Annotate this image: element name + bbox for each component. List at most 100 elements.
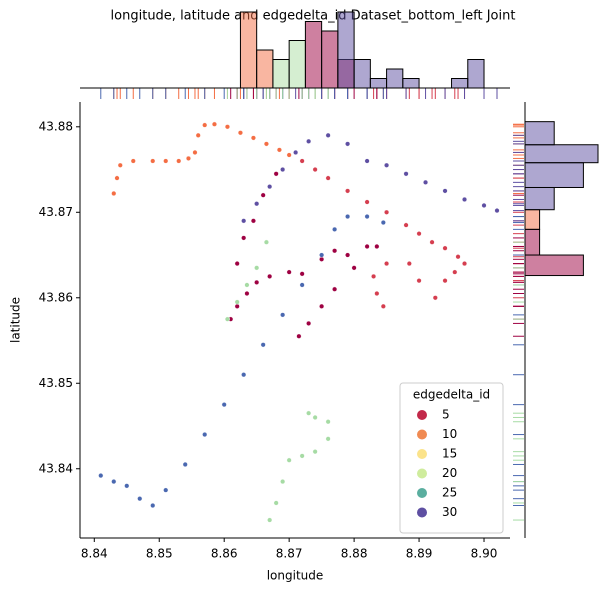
point	[429, 239, 435, 245]
hist-bar	[304, 21, 323, 89]
y-axis-label: latitude	[9, 297, 23, 343]
point	[280, 312, 286, 318]
point	[176, 158, 182, 164]
legend-title: edgedelta_id	[413, 388, 490, 402]
point	[312, 414, 318, 420]
point	[276, 147, 282, 153]
y-tick-label: 43.84	[39, 461, 73, 475]
point	[299, 158, 305, 164]
point	[263, 239, 269, 245]
point	[286, 269, 292, 275]
point	[124, 483, 130, 489]
hist-bar	[353, 59, 371, 89]
point	[306, 410, 312, 416]
y-tick-label: 43.88	[39, 119, 73, 133]
point	[286, 152, 292, 158]
point	[364, 214, 370, 220]
hist-bar	[524, 144, 599, 164]
point	[263, 141, 269, 147]
hist-bar	[524, 121, 555, 146]
point	[299, 271, 305, 277]
legend-label: 15	[442, 447, 457, 461]
point	[244, 282, 250, 288]
legend-marker	[417, 410, 427, 420]
point	[163, 158, 169, 164]
point	[260, 192, 266, 198]
point	[319, 252, 325, 258]
hist-bar	[524, 162, 584, 188]
legend-marker	[417, 429, 427, 440]
legend-marker	[417, 488, 427, 498]
legend-marker	[417, 468, 427, 479]
point	[494, 208, 500, 214]
point	[364, 199, 370, 205]
point	[452, 269, 458, 275]
point	[455, 254, 461, 260]
point	[319, 303, 325, 309]
point	[111, 190, 117, 196]
point	[98, 473, 104, 479]
point	[163, 487, 169, 493]
point	[462, 261, 468, 267]
hist-bar	[386, 68, 404, 89]
hist-bar	[524, 209, 541, 230]
point	[299, 282, 305, 288]
point	[416, 278, 422, 284]
point	[234, 299, 240, 305]
point	[332, 286, 338, 292]
point	[374, 290, 380, 296]
point	[380, 220, 386, 226]
point	[384, 162, 390, 168]
chart-title: longitude, latitude and edgedelta_id Dat…	[111, 9, 516, 24]
point	[234, 303, 240, 309]
legend-label: 25	[442, 486, 457, 500]
point	[250, 135, 256, 141]
point	[312, 449, 318, 455]
hist-bar	[524, 254, 584, 277]
point	[150, 503, 156, 509]
point	[312, 167, 318, 173]
point	[442, 188, 448, 194]
point	[442, 278, 448, 284]
hist-bar	[524, 228, 541, 256]
point	[130, 158, 136, 164]
point	[286, 457, 292, 463]
point	[374, 243, 380, 249]
point	[254, 279, 260, 285]
point	[364, 243, 370, 249]
point	[280, 479, 286, 485]
legend-marker	[417, 507, 427, 518]
x-tick-label: 8.85	[146, 547, 173, 561]
point	[202, 122, 208, 128]
point	[319, 256, 325, 262]
point	[114, 175, 120, 181]
hist-bar	[321, 30, 339, 89]
point	[345, 214, 351, 220]
point	[202, 432, 208, 438]
hist-bar	[467, 59, 485, 89]
y-tick-label: 43.86	[39, 290, 73, 304]
point	[345, 141, 351, 147]
point	[345, 252, 351, 258]
point	[325, 436, 331, 442]
point	[442, 245, 448, 251]
point	[267, 184, 273, 190]
point	[432, 295, 438, 301]
hist-bar	[288, 40, 306, 89]
point	[224, 124, 230, 130]
legend-label: 5	[442, 408, 450, 422]
point	[403, 171, 409, 177]
point	[185, 155, 191, 161]
point	[254, 201, 260, 207]
point	[345, 188, 351, 194]
y-tick-label: 43.85	[39, 376, 73, 390]
point	[306, 138, 312, 144]
hist-bar	[451, 78, 469, 89]
point	[267, 273, 273, 279]
point	[273, 171, 279, 177]
hist-bar	[256, 49, 274, 89]
point	[364, 158, 370, 164]
legend-label: 30	[442, 505, 457, 519]
point	[481, 202, 487, 208]
